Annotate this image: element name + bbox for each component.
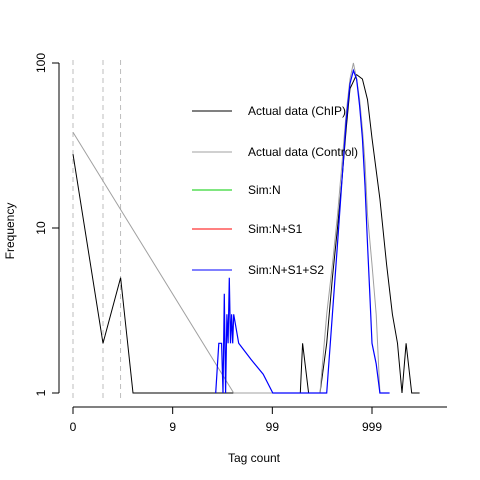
y-axis-title: Frequency — [3, 203, 17, 260]
y-tick-label-0: 1 — [34, 389, 48, 396]
x-tick-label-0: 0 — [70, 420, 77, 434]
legend-label-2: Sim:N — [248, 183, 281, 197]
x-tick-label-2: 99 — [266, 420, 280, 434]
x-tick-label-3: 999 — [362, 420, 382, 434]
x-axis-title: Tag count — [228, 451, 281, 465]
legend: Actual data (ChIP) Actual data (Control) S… — [192, 104, 358, 277]
legend-label-4: Sim:N+S1+S2 — [248, 263, 324, 277]
legend-label-3: Sim:N+S1 — [248, 222, 303, 236]
y-ticks: 1 10 100 — [34, 53, 59, 396]
series-line-4 — [215, 68, 390, 394]
y-tick-label-1: 10 — [34, 221, 48, 235]
legend-label-1: Actual data (Control) — [248, 145, 358, 159]
series-layer — [72, 62, 420, 394]
y-tick-label-2: 100 — [34, 53, 48, 73]
dashed-vertical-lines — [72, 60, 122, 401]
x-tick-label-1: 9 — [169, 420, 176, 434]
legend-label-0: Actual data (ChIP) — [248, 104, 346, 118]
x-ticks: 0 9 99 999 — [70, 407, 382, 434]
series-line-1 — [72, 62, 387, 394]
